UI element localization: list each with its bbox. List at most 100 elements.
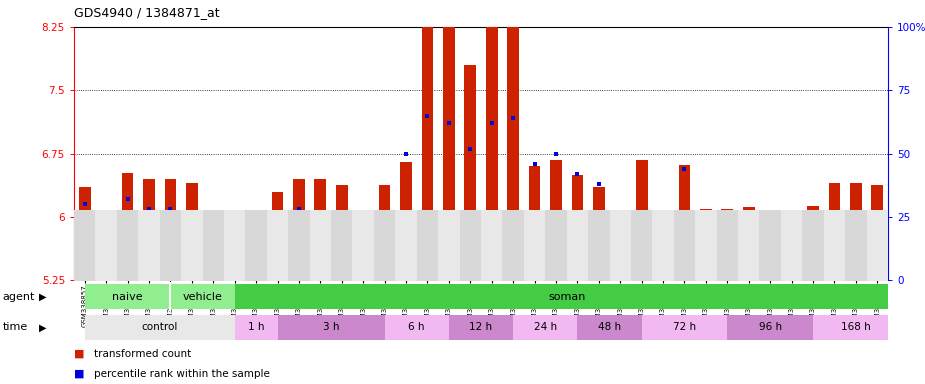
Bar	[170, 285, 235, 309]
Bar	[871, 185, 883, 280]
Bar	[85, 285, 170, 309]
Bar	[100, 211, 112, 280]
Bar	[481, 210, 502, 281]
Bar	[224, 210, 245, 281]
Bar	[567, 210, 588, 281]
Bar	[813, 315, 899, 339]
Bar	[160, 210, 181, 281]
Bar	[293, 179, 305, 280]
Bar	[443, 21, 455, 280]
Bar	[165, 179, 177, 280]
Bar	[352, 210, 374, 281]
Bar	[207, 223, 219, 280]
Bar	[722, 209, 734, 280]
Bar	[642, 315, 727, 339]
Bar	[203, 210, 224, 281]
Bar	[278, 315, 385, 339]
Bar	[829, 183, 840, 280]
Bar	[357, 210, 369, 280]
Text: time: time	[3, 322, 28, 333]
Bar	[79, 187, 91, 280]
Bar	[652, 210, 673, 281]
Bar	[717, 210, 738, 281]
Bar	[850, 183, 862, 280]
Bar	[513, 315, 577, 339]
Bar	[266, 210, 289, 281]
Bar	[614, 224, 626, 280]
Text: agent: agent	[3, 291, 35, 302]
Text: 24 h: 24 h	[534, 322, 557, 333]
Bar	[572, 175, 584, 280]
Text: vehicle: vehicle	[182, 291, 223, 302]
Bar	[422, 0, 433, 280]
Bar	[417, 210, 438, 281]
Bar	[449, 315, 513, 339]
Bar	[657, 227, 669, 280]
Bar	[314, 179, 327, 280]
Text: percentile rank within the sample: percentile rank within the sample	[94, 369, 270, 379]
Bar	[529, 166, 540, 280]
Bar	[824, 210, 845, 281]
Bar	[764, 227, 776, 280]
Bar	[738, 210, 759, 281]
Bar	[550, 159, 561, 280]
Text: control: control	[142, 322, 178, 333]
Bar	[272, 192, 283, 280]
Bar	[507, 21, 519, 280]
Bar	[138, 210, 160, 281]
Text: 6 h: 6 h	[409, 322, 425, 333]
Bar	[374, 210, 395, 281]
Text: 12 h: 12 h	[469, 322, 492, 333]
Bar	[336, 185, 348, 280]
Bar	[673, 210, 696, 281]
Bar	[743, 207, 755, 280]
Text: 96 h: 96 h	[758, 322, 782, 333]
Text: ▶: ▶	[39, 291, 46, 302]
Bar	[250, 257, 262, 280]
Bar	[781, 210, 802, 281]
Bar	[378, 185, 390, 280]
Bar	[631, 210, 652, 281]
Bar	[122, 173, 133, 280]
Bar	[679, 165, 690, 280]
Text: 3 h: 3 h	[323, 322, 339, 333]
Text: 168 h: 168 h	[841, 322, 870, 333]
Text: GDS4940 / 1384871_at: GDS4940 / 1384871_at	[74, 6, 219, 19]
Bar	[802, 210, 824, 281]
Bar	[635, 159, 647, 280]
Bar	[785, 213, 797, 280]
Bar	[700, 209, 712, 280]
Bar	[310, 210, 331, 281]
Bar	[117, 210, 138, 281]
Bar	[577, 315, 642, 339]
Bar	[867, 210, 888, 281]
Bar	[759, 210, 781, 281]
Bar	[289, 210, 310, 281]
Text: ▶: ▶	[39, 322, 46, 333]
Bar	[401, 162, 412, 280]
Text: transformed count: transformed count	[94, 349, 191, 359]
Bar	[395, 210, 417, 281]
Bar	[588, 210, 610, 281]
Bar	[486, 23, 498, 280]
Text: 72 h: 72 h	[672, 322, 696, 333]
Bar	[524, 210, 545, 281]
Bar	[464, 65, 476, 280]
Bar	[460, 210, 481, 281]
Bar	[235, 315, 278, 339]
Bar	[808, 206, 819, 280]
Text: soman: soman	[548, 291, 586, 302]
Text: naive: naive	[112, 291, 142, 302]
Bar	[245, 210, 266, 281]
Bar	[331, 210, 352, 281]
Text: ■: ■	[74, 349, 84, 359]
Bar	[85, 315, 235, 339]
Bar	[545, 210, 567, 281]
Bar	[186, 183, 198, 280]
Bar	[385, 315, 449, 339]
Text: 1 h: 1 h	[248, 322, 265, 333]
Bar	[143, 179, 154, 280]
Bar	[228, 213, 240, 280]
Bar	[845, 210, 867, 281]
Bar	[610, 210, 631, 281]
